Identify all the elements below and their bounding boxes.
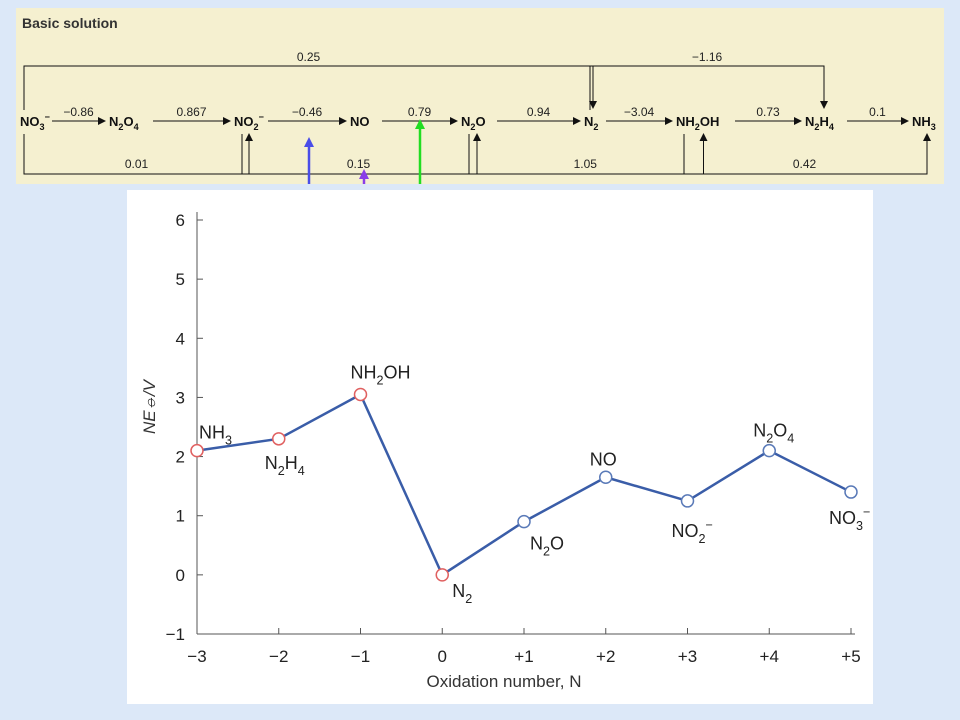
- point-label-NO3−: NO3−: [829, 505, 870, 533]
- data-point-NO2−: [680, 494, 695, 508]
- point-label-NO: NO: [590, 449, 617, 469]
- latimer-species-n2o: N2O: [461, 114, 486, 132]
- latimer-arc-value: 1.05: [574, 157, 598, 171]
- latimer-species-n2h4: N2H4: [805, 114, 835, 132]
- point-label-N2O4: N2O4: [753, 421, 794, 446]
- latimer-species-no2m: NO2−: [234, 112, 264, 132]
- latimer-arc: [468, 133, 708, 175]
- latimer-step-value: −3.04: [624, 105, 655, 119]
- latimer-title: Basic solution: [22, 15, 118, 31]
- x-axis-title: Oxidation number, N: [427, 672, 582, 691]
- x-tick-label: +3: [678, 647, 697, 666]
- latimer-step-value: 0.73: [756, 105, 780, 119]
- latimer-diagram-panel: Basic solution NO3− N2O4 NO2− NO N2O N2 NH2OH N…: [16, 8, 944, 184]
- y-tick-label: 1: [176, 507, 185, 526]
- latimer-arc: [683, 133, 931, 175]
- x-tick-label: +4: [760, 647, 779, 666]
- data-point-NO: [599, 470, 613, 485]
- y-tick-label: −1: [166, 625, 185, 644]
- y-tick-label: 3: [176, 388, 185, 407]
- x-tick-label: −2: [269, 647, 288, 666]
- x-tick-label: +2: [596, 647, 615, 666]
- latimer-arc-value: −1.16: [692, 50, 723, 64]
- latimer-arc-value: 0.01: [125, 157, 149, 171]
- point-label-N2O: N2O: [530, 534, 564, 559]
- point-label-NH3: NH3: [199, 423, 232, 448]
- data-point-N2O4: [762, 443, 776, 458]
- latimer-arc: [589, 65, 828, 110]
- latimer-species-nh2oh: NH2OH: [676, 114, 719, 132]
- data-point-NO3−: [844, 485, 858, 499]
- latimer-step-value: 0.79: [408, 105, 432, 119]
- latimer-step-value: −0.46: [292, 105, 323, 119]
- latimer-step-value: 0.867: [176, 105, 206, 119]
- point-label-N2H4: N2H4: [265, 453, 305, 478]
- latimer-arc: [23, 65, 597, 110]
- frost-diagram: −1 0 1 2 3 4 5 6 −3 −2 −1 0 +1 +2 +3 +4 +5 Oxidation numb…: [140, 211, 870, 691]
- y-tick-label: 2: [176, 448, 185, 467]
- latimer-arc-value: 0.15: [347, 157, 371, 171]
- data-point-N2O: [517, 514, 531, 529]
- latimer-diagram: Basic solution NO3− N2O4 NO2− NO N2O N2 NH2OH N…: [20, 15, 936, 184]
- frost-diagram-panel: −1 0 1 2 3 4 5 6 −3 −2 −1 0 +1 +2 +3 +4 +5 Oxidation numb…: [127, 190, 873, 704]
- latimer-species-n2o4: N2O4: [109, 114, 140, 132]
- latimer-arc-value: 0.42: [793, 157, 817, 171]
- latimer-step-value: 0.94: [527, 105, 551, 119]
- point-label-NH2OH: NH2OH: [351, 362, 411, 387]
- point-label-N2: N2: [452, 581, 472, 606]
- latimer-species-nh3: NH3: [912, 114, 936, 132]
- latimer-species-no: NO: [350, 114, 370, 129]
- data-point-N2H4: [272, 432, 286, 446]
- data-point-NH2OH: [353, 387, 368, 402]
- y-tick-label: 5: [176, 270, 185, 289]
- point-label-NO2−: NO2−: [672, 518, 713, 546]
- data-point-N2: [435, 568, 449, 582]
- y-tick-label: 6: [176, 211, 185, 230]
- y-axis-title: NE⦵/V: [140, 378, 159, 434]
- latimer-step-value: −0.86: [63, 105, 94, 119]
- latimer-arc: [23, 133, 253, 175]
- latimer-species-no3: NO3−: [20, 112, 50, 132]
- latimer-step-value: 0.1: [869, 105, 886, 119]
- x-tick-label: +1: [514, 647, 533, 666]
- latimer-species-n2: N2: [584, 114, 598, 132]
- x-tick-label: 0: [438, 647, 447, 666]
- x-tick-label: −3: [187, 647, 206, 666]
- y-tick-label: 0: [176, 566, 185, 585]
- x-tick-label: +5: [841, 647, 860, 666]
- data-point-NH3: [190, 443, 204, 458]
- latimer-arc-value: 0.25: [297, 50, 321, 64]
- y-tick-label: 4: [176, 329, 185, 348]
- x-tick-label: −1: [351, 647, 370, 666]
